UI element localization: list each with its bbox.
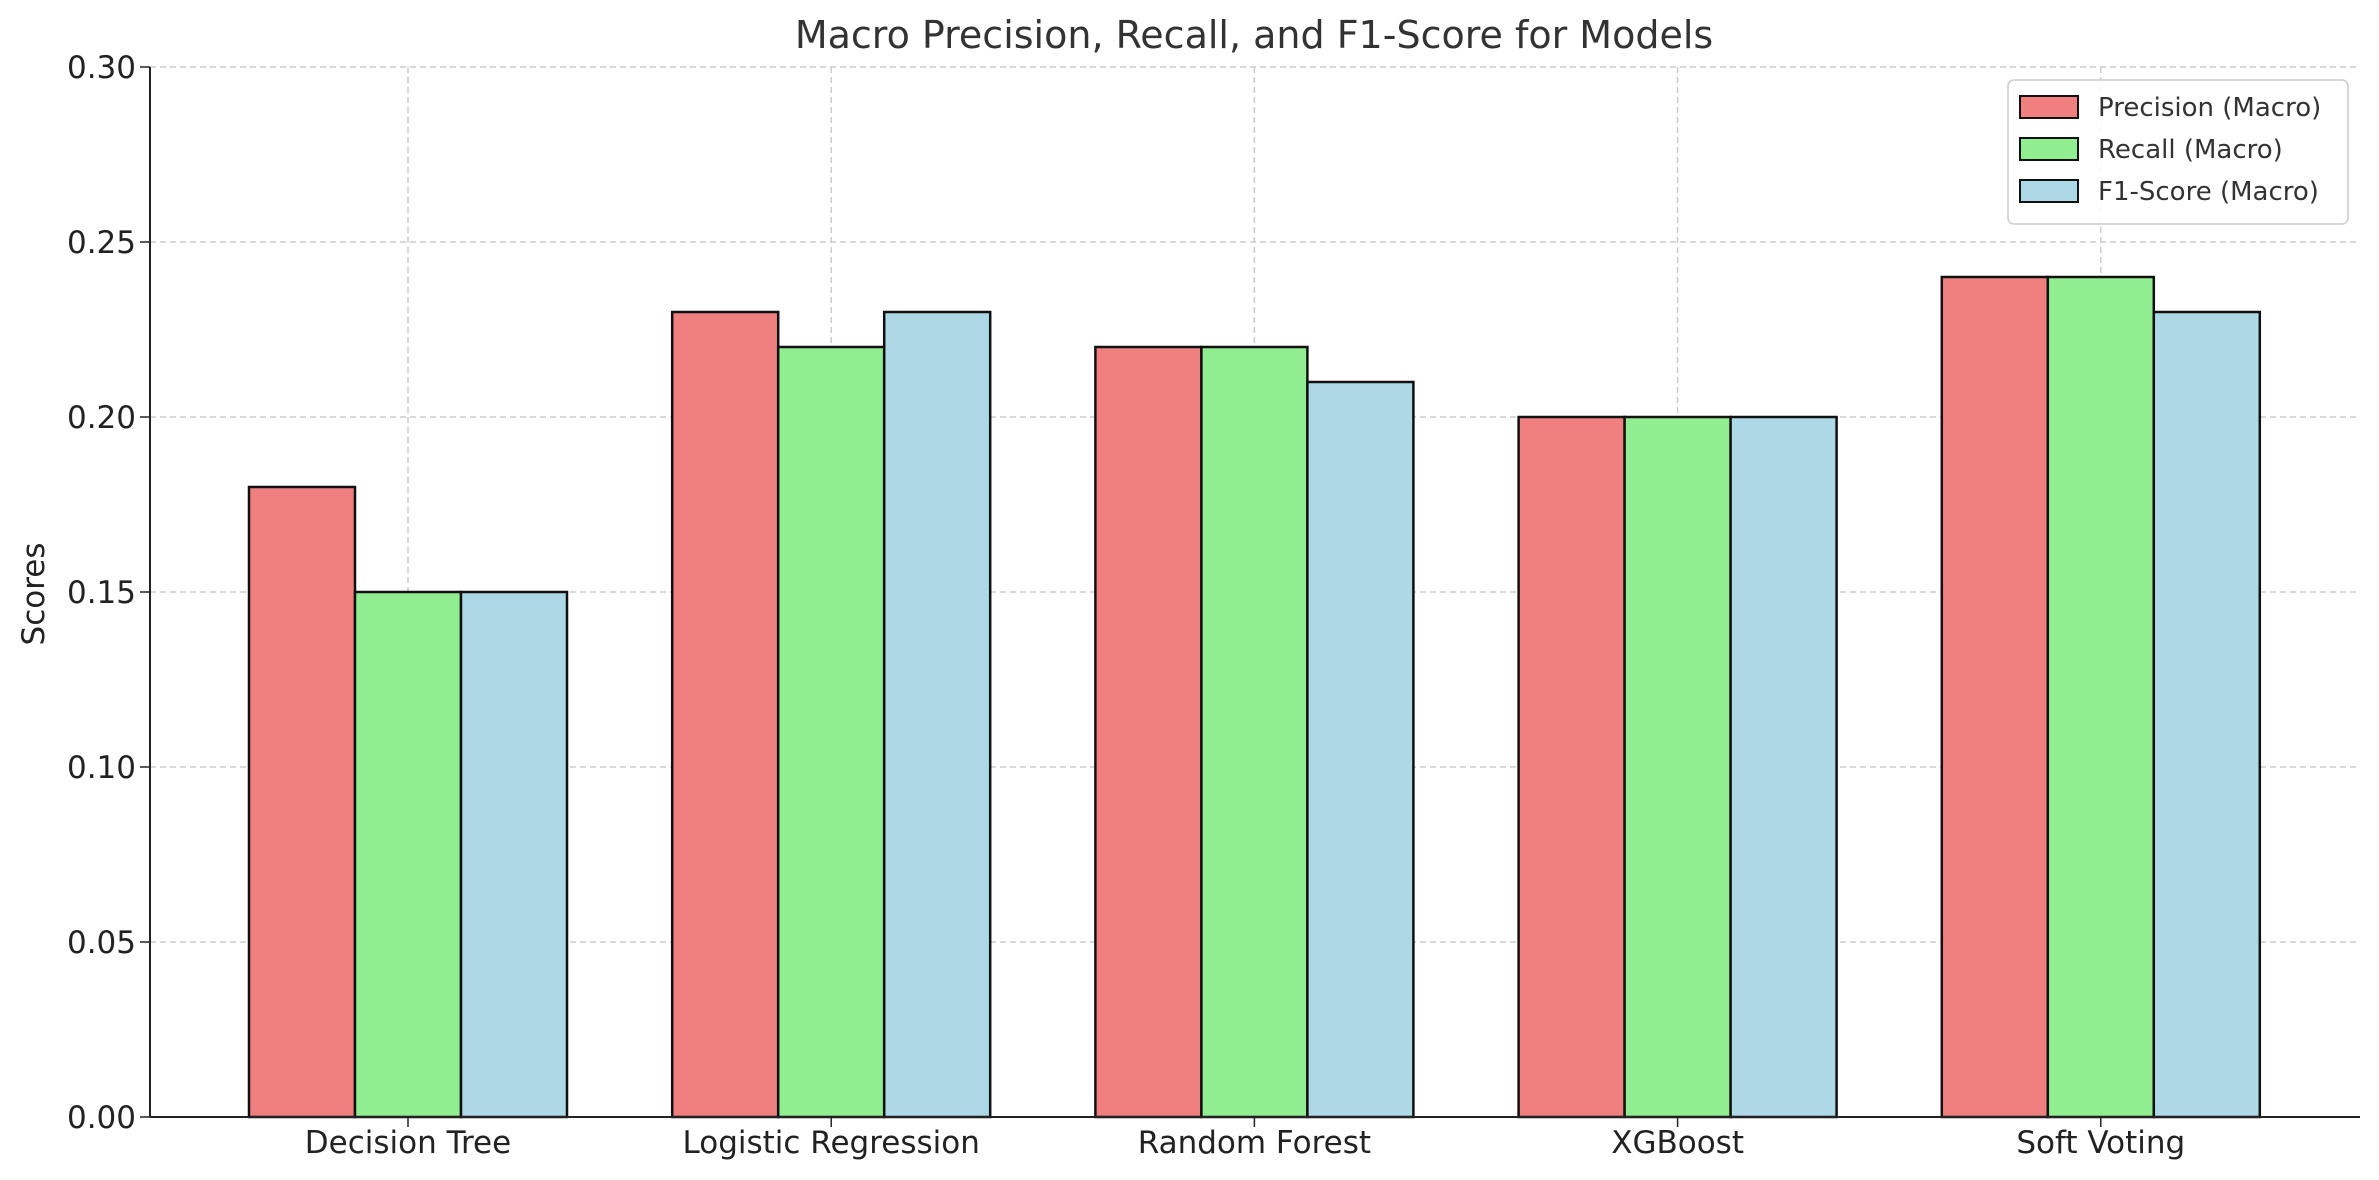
x-tick-label: XGBoost [1611,1125,1744,1161]
bar-soft-voting-series-0 [1940,275,2050,1119]
bar-decision-tree-series-1 [353,590,463,1119]
y-tick-label: 0.30 [67,50,136,86]
legend-box [2007,79,2349,225]
x-tick-label: Random Forest [1138,1125,1371,1161]
bars [247,275,2262,1119]
bar-soft-voting-series-1 [2046,275,2156,1119]
bar-logistic-regression-series-1 [776,345,886,1119]
y-tick-label: 0.05 [67,925,136,961]
bar-logistic-regression-series-2 [882,310,992,1119]
y-tick-label: 0.15 [67,575,136,611]
legend-label: Recall (Macro) [2098,135,2283,165]
bar-random-forest-series-0 [1094,345,1203,1119]
legend-swatch [2019,95,2079,119]
y-tick-label: 0.10 [67,750,136,786]
chart-title: Macro Precision, Recall, and F1-Score fo… [795,13,1713,57]
legend: Precision (Macro) Recall (Macro) F1-Score … [2007,79,2349,225]
bar-xgboost-series-0 [1517,415,1626,1119]
legend-label: Precision (Macro) [2098,93,2321,123]
y-tick-label: 0.25 [67,225,136,261]
y-tick-label: 0.20 [67,400,136,436]
bar-xgboost-series-2 [1729,415,1838,1119]
y-axis-label: Scores [16,543,52,646]
y-tick-label: 0.00 [67,1100,136,1136]
bar-random-forest-series-2 [1306,380,1415,1119]
x-axis-ticks: Decision Tree Logistic Regression Random F… [305,1117,2185,1161]
x-tick-label: Decision Tree [305,1125,511,1161]
legend-label: F1-Score (Macro) [2098,177,2319,207]
x-tick-label: Soft Voting [2016,1125,2185,1161]
y-axis-ticks: 0.00 0.05 0.10 0.15 0.20 0.25 0.30 [67,50,150,1136]
bar-soft-voting-series-2 [2152,310,2262,1119]
bar-random-forest-series-1 [1200,345,1309,1119]
bar-decision-tree-series-0 [247,485,357,1119]
bar-decision-tree-series-2 [459,590,569,1119]
bar-xgboost-series-1 [1623,415,1732,1119]
bar-logistic-regression-series-0 [670,310,780,1119]
legend-swatch [2019,137,2079,161]
legend-swatch [2019,179,2079,203]
x-tick-label: Logistic Regression [683,1125,980,1161]
